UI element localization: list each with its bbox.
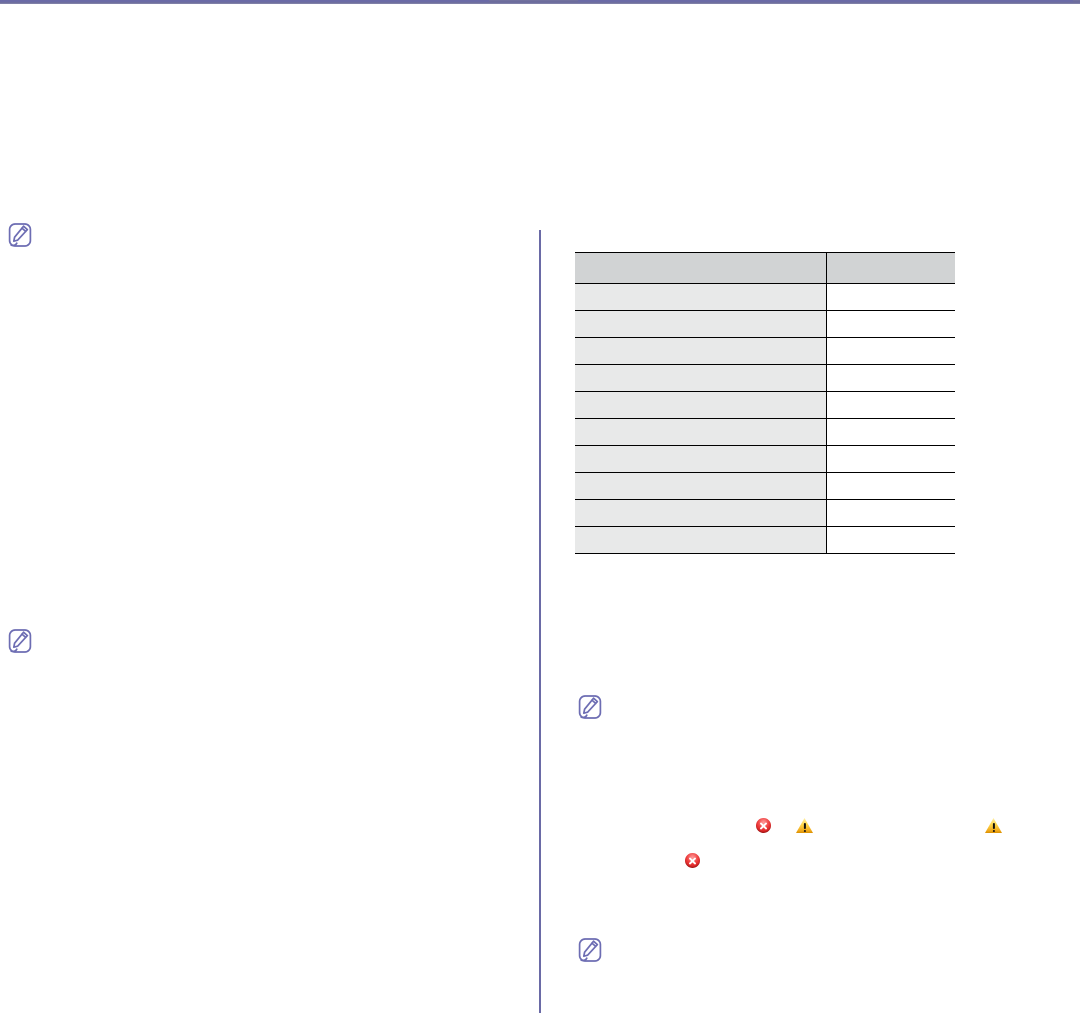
section-divider-rule [578, 0, 1073, 2]
table-row [575, 310, 955, 338]
note-pencil-icon [8, 222, 32, 248]
column-divider-rule [539, 230, 541, 1013]
error-cross-icon [756, 818, 771, 833]
page-top-accent-bar [0, 0, 1080, 4]
table-cell-label [575, 418, 827, 446]
table-row [575, 526, 955, 554]
table-header-row [575, 252, 955, 284]
table-header-cell-value [826, 252, 955, 284]
note-pencil-icon [578, 694, 602, 720]
table-row [575, 337, 955, 365]
table-cell-value [826, 391, 955, 419]
section-divider-rule [0, 0, 489, 2]
warning-triangle-icon [796, 818, 813, 833]
table-cell-label [575, 526, 827, 554]
table-cell-label [575, 283, 827, 311]
table-header-cell-label [575, 252, 827, 284]
table-cell-label [575, 364, 827, 392]
table-row [575, 499, 955, 527]
table-row [575, 418, 955, 446]
table-cell-label [575, 310, 827, 338]
specification-table [575, 252, 955, 554]
table-cell-value [826, 283, 955, 311]
table-row [575, 445, 955, 473]
table-cell-value [826, 364, 955, 392]
table-cell-value [826, 499, 955, 527]
note-pencil-icon [8, 628, 32, 654]
table-header [575, 252, 955, 284]
table-cell-label [575, 499, 827, 527]
warning-triangle-icon [985, 818, 1002, 833]
table-row [575, 472, 955, 500]
note-pencil-icon [578, 937, 602, 963]
table-cell-value [826, 418, 955, 446]
error-cross-icon [685, 853, 700, 868]
table-cell-label [575, 391, 827, 419]
table-cell-value [826, 337, 955, 365]
spec-table-body [575, 283, 955, 554]
table-row [575, 364, 955, 392]
table-cell-value [826, 526, 955, 554]
table-cell-label [575, 445, 827, 473]
table-cell-label [575, 337, 827, 365]
table-cell-value [826, 472, 955, 500]
table-cell-value [826, 310, 955, 338]
table-cell-value [826, 445, 955, 473]
table-row [575, 283, 955, 311]
table-cell-label [575, 472, 827, 500]
table-row [575, 391, 955, 419]
